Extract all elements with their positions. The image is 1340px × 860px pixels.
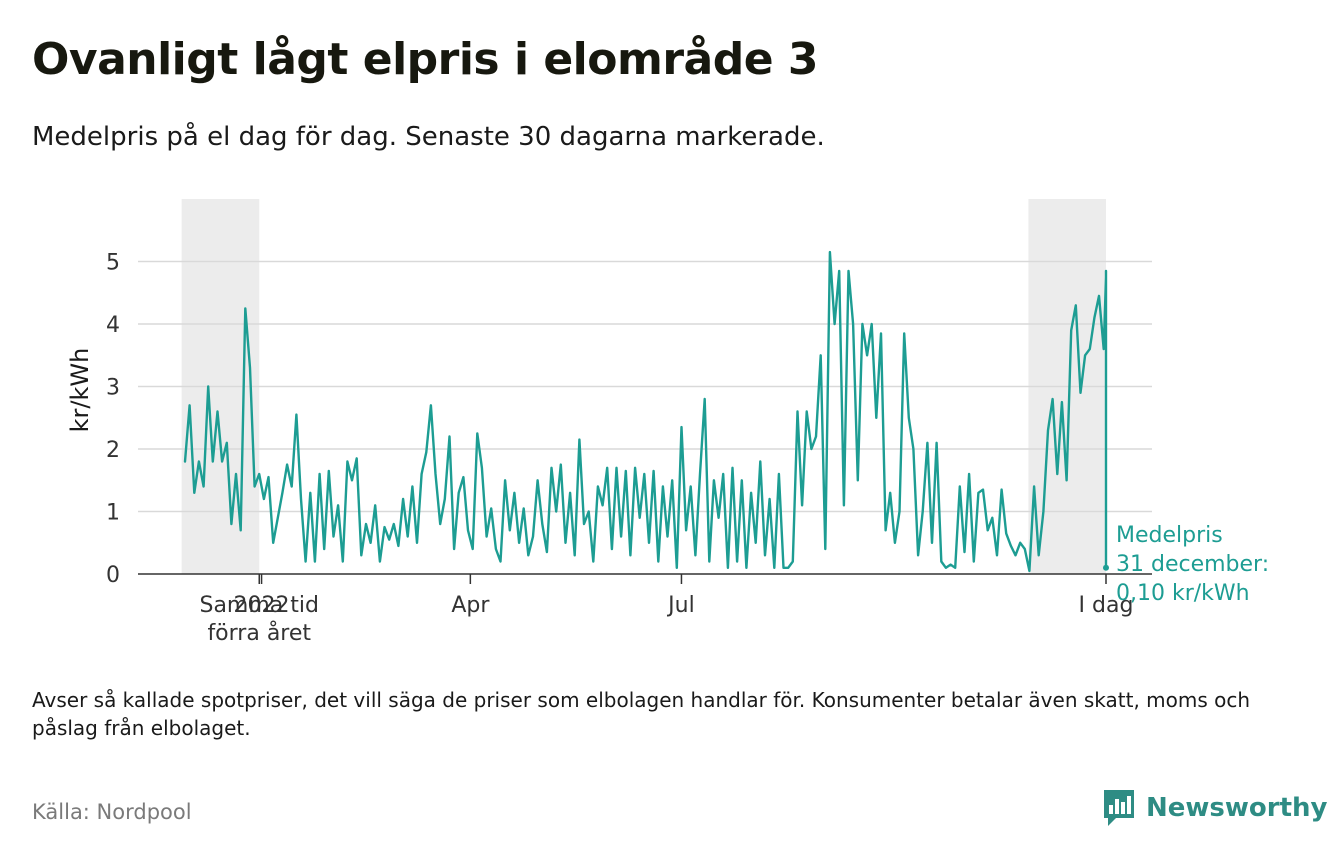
chart-title: Ovanligt lågt elpris i elområde 3	[32, 34, 819, 85]
x-tick-label-4: Jul	[666, 593, 695, 618]
chart-subtitle: Medelpris på el dag för dag. Senaste 30 …	[32, 122, 825, 152]
newsworthy-chat-bars-icon	[1104, 790, 1134, 826]
annotation-line-1: Medelpris	[1116, 523, 1223, 548]
brand-logo: Newsworthy	[1102, 788, 1327, 828]
x-tick-label-5: I dag	[1079, 593, 1134, 618]
source-label: Källa: Nordpool	[32, 800, 192, 824]
y-axis-label: kr/kWh	[66, 348, 94, 433]
x-tick-label-1-line2: förra året	[207, 620, 311, 646]
price-series-line	[183, 250, 1108, 573]
x-tick-label-1: Samma tid	[199, 593, 319, 618]
x-tick-label-3: Apr	[451, 593, 490, 618]
y-tick-label-3: 3	[106, 376, 120, 401]
footnote: Avser så kallade spotpriser, det vill sä…	[32, 688, 1251, 740]
y-tick-label-2: 2	[106, 438, 120, 463]
latest-value-marker	[1103, 564, 1109, 571]
y-tick-label-5: 5	[106, 251, 120, 276]
gridlines	[138, 260, 1152, 513]
x-tick-label-2: 2022	[234, 593, 290, 618]
y-tick-label-0: 0	[106, 563, 120, 588]
y-tick-label-1: 1	[106, 501, 120, 526]
brand-name: Newsworthy	[1146, 793, 1328, 823]
annotation-line-2: 31 december:	[1116, 552, 1269, 577]
y-tick-label-4: 4	[106, 313, 120, 338]
y-axis-ticks: 0 1 2 3 4 5	[106, 251, 120, 589]
annotation-line-3: 0,10 kr/kWh	[1116, 581, 1250, 606]
latest-value-annotation: Medelpris 31 december: 0,10 kr/kWh	[1116, 523, 1269, 606]
